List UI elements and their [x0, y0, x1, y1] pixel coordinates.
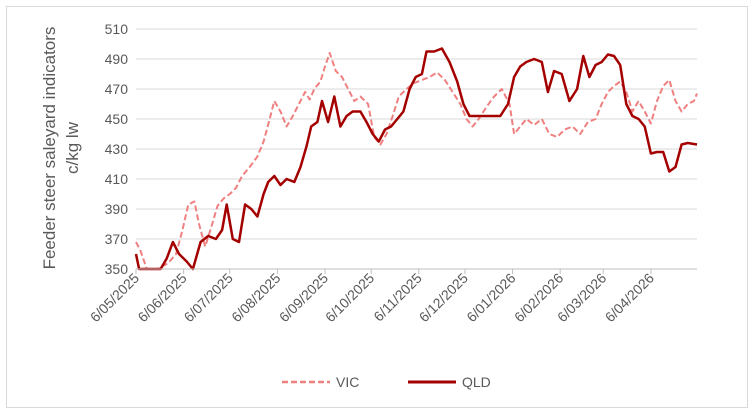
y-tick-label: 470 [105, 81, 129, 97]
x-tick-label: 6/01/2026 [463, 270, 519, 326]
series-line-vic [135, 52, 698, 270]
y-tick-label: 350 [105, 261, 129, 277]
gridlines [136, 28, 697, 240]
legend: VIC QLD [282, 374, 491, 390]
y-axis-title-line1: Feeder steer saleyard indicators [40, 27, 59, 270]
x-tick-label: 6/09/2025 [276, 270, 332, 326]
y-tick-label: 410 [105, 171, 129, 187]
x-tick-labels: 6/05/20256/06/20256/07/20256/08/20256/09… [87, 269, 657, 325]
y-tick-label: 430 [105, 141, 129, 157]
x-tick-label: 6/08/2025 [228, 270, 284, 326]
x-tick-label: 6/05/2025 [87, 270, 143, 326]
x-tick-label: 6/04/2026 [602, 270, 658, 326]
legend-label-qld: QLD [462, 374, 491, 390]
y-tick-label: 490 [105, 51, 129, 67]
series-line-qld [134, 47, 698, 271]
series-layer [134, 47, 698, 271]
y-tick-label: 510 [105, 21, 129, 37]
y-tick-label: 450 [105, 111, 129, 127]
x-tick-label: 6/10/2025 [322, 270, 378, 326]
y-tick-label: 390 [105, 201, 129, 217]
chart-frame [6, 6, 748, 408]
legend-label-vic: VIC [336, 374, 359, 390]
x-tick-label: 6/06/2025 [134, 270, 190, 326]
x-tick-label: 6/07/2025 [181, 270, 237, 326]
y-axis-title-line2: c/kg lw [63, 121, 82, 174]
y-tick-labels: 350 370 390 410 430 450 470 490 510 [105, 21, 129, 277]
x-tick-label: 6/12/2025 [416, 270, 472, 326]
y-tick-label: 370 [105, 231, 129, 247]
